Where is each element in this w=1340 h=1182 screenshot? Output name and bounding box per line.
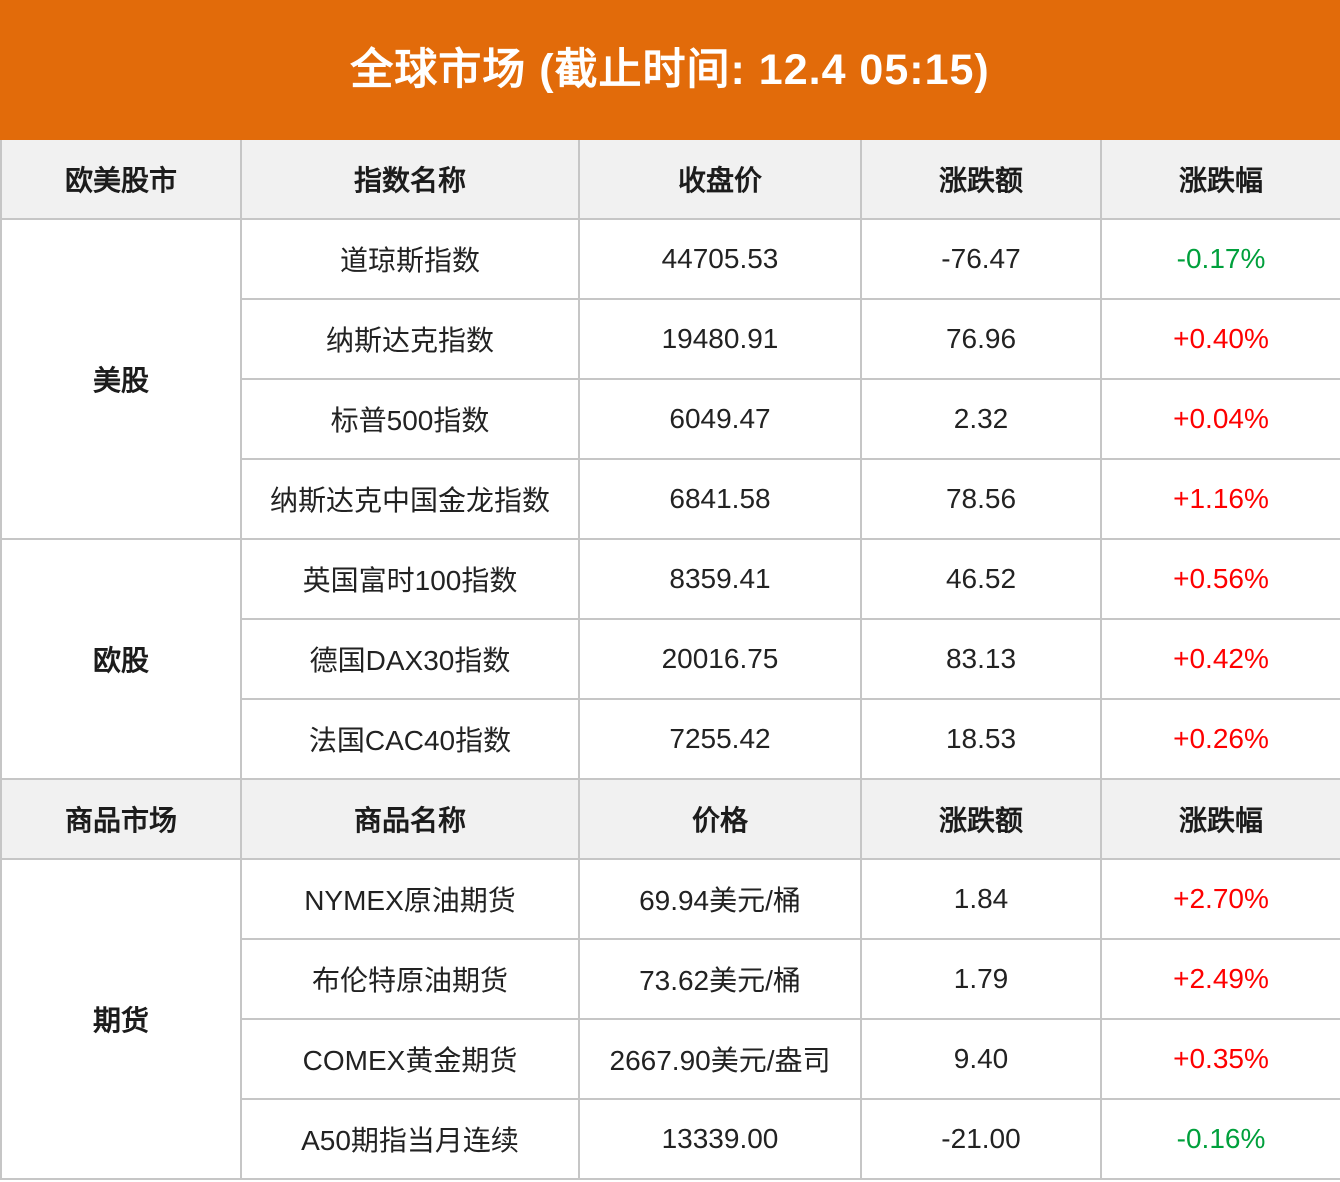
market-table: 欧美股市 指数名称 收盘价 涨跌额 涨跌幅 美股 道琼斯指数 44705.53 -76.47 -0… (0, 140, 1340, 1180)
column-header-cell: 指数名称 (240, 140, 580, 220)
name-cell: 英国富时100指数 (240, 538, 580, 620)
price-cell: 69.94美元/桶 (578, 858, 862, 940)
column-header-cell: 收盘价 (578, 140, 862, 220)
change-cell: 46.52 (860, 538, 1102, 620)
name-cell: 德国DAX30指数 (240, 618, 580, 700)
name-cell: NYMEX原油期货 (240, 858, 580, 940)
pct-cell: +0.04% (1100, 378, 1340, 460)
pct-cell: +1.16% (1100, 458, 1340, 540)
price-cell: 73.62美元/桶 (578, 938, 862, 1020)
column-header-cell: 价格 (578, 778, 862, 860)
column-header-cell: 涨跌幅 (1100, 778, 1340, 860)
column-header-cell: 涨跌额 (860, 778, 1102, 860)
data-row: 纳斯达克中国金龙指数 6841.58 78.56 +1.16% (1, 458, 1340, 540)
data-row: 布伦特原油期货 73.62美元/桶 1.79 +2.49% (1, 938, 1340, 1020)
price-cell: 13339.00 (578, 1098, 862, 1180)
column-header-cell: 欧美股市 (0, 140, 242, 220)
change-cell: 76.96 (860, 298, 1102, 380)
column-header-cell: 涨跌额 (860, 140, 1102, 220)
pct-cell: +0.40% (1100, 298, 1340, 380)
page-title: 全球市场 (截止时间: 12.4 05:15) (350, 45, 990, 94)
price-cell: 2667.90美元/盎司 (578, 1018, 862, 1100)
change-cell: 83.13 (860, 618, 1102, 700)
change-cell: 1.84 (860, 858, 1102, 940)
banner: 全球市场 (截止时间: 12.4 05:15) (0, 0, 1340, 140)
price-cell: 6841.58 (578, 458, 862, 540)
column-header-cell: 涨跌幅 (1100, 140, 1340, 220)
pct-cell: +0.26% (1100, 698, 1340, 780)
price-cell: 8359.41 (578, 538, 862, 620)
data-row: 标普500指数 6049.47 2.32 +0.04% (1, 378, 1340, 460)
pct-cell: +2.49% (1100, 938, 1340, 1020)
change-cell: 2.32 (860, 378, 1102, 460)
data-row: A50期指当月连续 13339.00 -21.00 -0.16% (1, 1098, 1340, 1180)
data-row: 法国CAC40指数 7255.42 18.53 +0.26% (1, 698, 1340, 780)
pct-cell: +2.70% (1100, 858, 1340, 940)
group-label-cell: 美股 (0, 218, 242, 540)
data-row: 美股 道琼斯指数 44705.53 -76.47 -0.17% (0, 218, 1340, 540)
column-header-row: 欧美股市 指数名称 收盘价 涨跌额 涨跌幅 (0, 140, 1340, 220)
data-row: COMEX黄金期货 2667.90美元/盎司 9.40 +0.35% (1, 1018, 1340, 1100)
change-cell: 18.53 (860, 698, 1102, 780)
name-cell: A50期指当月连续 (240, 1098, 580, 1180)
pct-cell: -0.17% (1100, 218, 1340, 300)
price-cell: 7255.42 (578, 698, 862, 780)
change-cell: 1.79 (860, 938, 1102, 1020)
price-cell: 20016.75 (578, 618, 862, 700)
group-label-cell: 期货 (0, 858, 242, 1180)
name-cell: 道琼斯指数 (240, 218, 580, 300)
column-header-row: 商品市场 商品名称 价格 涨跌额 涨跌幅 (0, 778, 1340, 860)
group-label-cell: 欧股 (0, 538, 242, 780)
price-cell: 19480.91 (578, 298, 862, 380)
column-header-cell: 商品市场 (0, 778, 242, 860)
name-cell: 布伦特原油期货 (240, 938, 580, 1020)
name-cell: 纳斯达克中国金龙指数 (240, 458, 580, 540)
data-row: 期货 NYMEX原油期货 69.94美元/桶 1.84 +2.70% (0, 858, 1340, 1180)
column-header-cell: 商品名称 (240, 778, 580, 860)
change-cell: -76.47 (860, 218, 1102, 300)
name-cell: 法国CAC40指数 (240, 698, 580, 780)
pct-cell: +0.56% (1100, 538, 1340, 620)
pct-cell: +0.42% (1100, 618, 1340, 700)
price-cell: 44705.53 (578, 218, 862, 300)
name-cell: COMEX黄金期货 (240, 1018, 580, 1100)
pct-cell: +0.35% (1100, 1018, 1340, 1100)
data-row: 欧股 英国富时100指数 8359.41 46.52 +0.56% (0, 538, 1340, 780)
name-cell: 标普500指数 (240, 378, 580, 460)
market-table-body: 欧美股市 指数名称 收盘价 涨跌额 涨跌幅 美股 道琼斯指数 44705.53 -76.47 -0… (0, 140, 1340, 1180)
data-row: 纳斯达克指数 19480.91 76.96 +0.40% (1, 298, 1340, 380)
price-cell: 6049.47 (578, 378, 862, 460)
change-cell: 78.56 (860, 458, 1102, 540)
name-cell: 纳斯达克指数 (240, 298, 580, 380)
change-cell: 9.40 (860, 1018, 1102, 1100)
pct-cell: -0.16% (1100, 1098, 1340, 1180)
data-row: 德国DAX30指数 20016.75 83.13 +0.42% (1, 618, 1340, 700)
change-cell: -21.00 (860, 1098, 1102, 1180)
